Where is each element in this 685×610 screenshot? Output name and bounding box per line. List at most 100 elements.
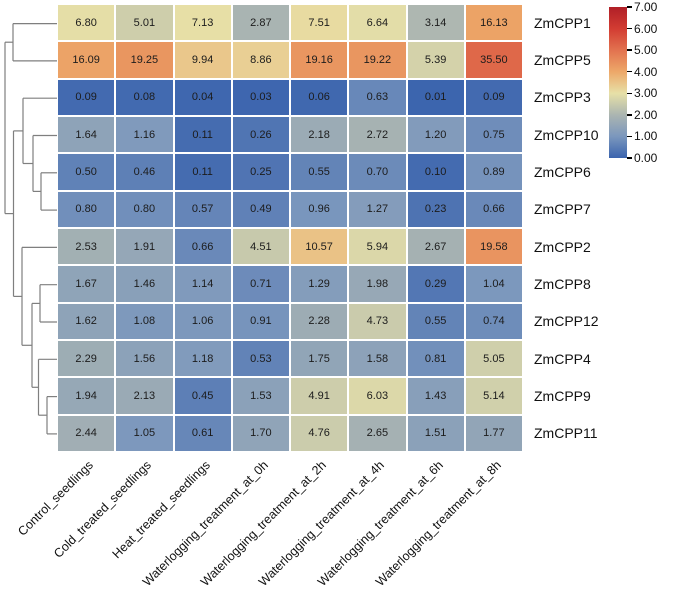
heatmap-cell: 0.45 xyxy=(173,377,232,415)
heatmap-cell: 2.72 xyxy=(348,116,407,154)
heatmap-cell: 0.71 xyxy=(231,265,290,303)
heatmap-cell: 1.29 xyxy=(290,265,349,303)
row-label-zmcpp3: ZmCPP3 xyxy=(534,89,591,106)
heatmap-cell: 7.51 xyxy=(290,4,349,42)
heatmap-cell: 0.53 xyxy=(231,340,290,378)
colorbar-tick-mark xyxy=(627,27,632,30)
heatmap-cell: 19.16 xyxy=(290,41,349,79)
heatmap-cell: 5.39 xyxy=(406,41,465,79)
colorbar-tick-label: 2.00 xyxy=(634,107,658,122)
heatmap-cell: 4.73 xyxy=(348,302,407,340)
row-label-zmcpp11: ZmCPP11 xyxy=(534,425,598,442)
row-label-zmcpp4: ZmCPP4 xyxy=(534,350,591,367)
row-label-zmcpp2: ZmCPP2 xyxy=(534,238,591,255)
colorbar-tick-mark xyxy=(627,49,632,51)
heatmap-cell: 10.57 xyxy=(290,228,349,266)
row-label-zmcpp9: ZmCPP9 xyxy=(534,388,591,404)
heatmap-cell: 1.14 xyxy=(173,265,232,303)
row-label-zmcpp7: ZmCPP7 xyxy=(534,201,591,218)
heatmap-cell: 0.06 xyxy=(290,78,349,116)
row-label-zmcpp12: ZmCPP12 xyxy=(534,313,599,330)
heatmap-cell: 2.29 xyxy=(57,340,116,378)
heatmap-cell: 1.43 xyxy=(406,377,465,415)
colorbar-tick-mark xyxy=(627,6,632,8)
heatmap-cell: 1.46 xyxy=(115,265,174,303)
row-label-zmcpp5: ZmCPP5 xyxy=(534,52,591,68)
heatmap-cell: 6.03 xyxy=(348,377,407,415)
heatmap-cell: 0.61 xyxy=(173,414,232,452)
heatmap-cell: 2.28 xyxy=(290,302,349,340)
row-label-zmcpp8: ZmCPP8 xyxy=(534,276,591,292)
heatmap-cell: 2.18 xyxy=(290,116,349,154)
heatmap-cell: 0.80 xyxy=(115,190,174,228)
row-label-zmcpp6: ZmCPP6 xyxy=(534,164,591,180)
heatmap-cell: 0.89 xyxy=(464,153,523,191)
heatmap-cell: 1.75 xyxy=(290,340,349,378)
heatmap-cell: 0.23 xyxy=(406,190,465,228)
heatmap-cell: 1.64 xyxy=(57,116,116,154)
heatmap-cell: 2.67 xyxy=(406,228,465,266)
heatmap-cell: 0.91 xyxy=(231,302,290,340)
colorbar-tick-label: 6.00 xyxy=(634,21,658,36)
heatmap-cell: 1.67 xyxy=(57,265,116,303)
colorbar-tick-label: 5.00 xyxy=(634,43,658,58)
heatmap-cell: 0.96 xyxy=(290,190,349,228)
heatmap-cell: 4.51 xyxy=(231,228,290,266)
colorbar-tick-mark xyxy=(627,114,632,116)
heatmap-cell: 0.29 xyxy=(406,265,465,303)
colorbar-tick-label: 1.00 xyxy=(634,129,658,144)
colorbar-tick-label: 4.00 xyxy=(634,64,658,79)
heatmap-cell: 16.13 xyxy=(464,4,523,42)
colorbar-tick-mark xyxy=(627,157,632,159)
colorbar-tick-label: 7.00 xyxy=(634,0,658,14)
heatmap-cell: 16.09 xyxy=(57,41,116,79)
heatmap-cell: 2.65 xyxy=(348,414,407,452)
heatmap-cell: 1.18 xyxy=(173,340,232,378)
colorbar-tick-mark xyxy=(627,92,632,95)
heatmap-cell: 7.13 xyxy=(173,4,232,42)
heatmap-cell: 5.94 xyxy=(348,228,407,266)
row-label-zmcpp10: ZmCPP10 xyxy=(534,126,599,143)
heatmap-cell: 1.70 xyxy=(231,414,290,452)
heatmap-cell: 1.77 xyxy=(464,414,523,452)
heatmap-cell: 0.75 xyxy=(464,116,523,154)
heatmap-cell: 4.91 xyxy=(290,377,349,415)
heatmap-cell: 3.14 xyxy=(406,4,465,42)
colorbar-tick-label: 0.00 xyxy=(634,151,658,165)
heatmap-cell: 0.57 xyxy=(173,190,232,228)
heatmap-cell: 0.70 xyxy=(348,153,407,191)
heatmap-cell: 0.09 xyxy=(464,78,523,116)
heatmap-cell: 1.04 xyxy=(464,265,523,303)
heatmap-cell: 0.25 xyxy=(231,153,290,191)
colorbar-tick-label: 3.00 xyxy=(634,86,658,101)
heatmap-cell: 5.05 xyxy=(464,340,523,378)
heatmap-cell: 0.74 xyxy=(464,302,523,340)
heatmap-cell: 6.64 xyxy=(348,4,407,42)
heatmap-cell: 0.49 xyxy=(231,190,290,228)
heatmap-cell: 35.50 xyxy=(464,41,523,79)
heatmap-cell: 5.01 xyxy=(115,4,174,42)
heatmap-cell: 0.08 xyxy=(115,78,174,116)
heatmap-cell: 1.08 xyxy=(115,302,174,340)
heatmap-cell: 0.66 xyxy=(173,228,232,266)
heatmap-cell: 1.16 xyxy=(115,116,174,154)
heatmap-cell: 1.91 xyxy=(115,228,174,266)
heatmap-cell: 2.87 xyxy=(231,4,290,42)
heatmap-cell: 0.46 xyxy=(115,153,174,191)
heatmap-cell: 1.62 xyxy=(57,302,116,340)
heatmap-cell: 0.80 xyxy=(57,190,116,228)
colorbar-tick-mark xyxy=(627,70,632,73)
heatmap-cell: 1.53 xyxy=(231,377,290,415)
row-label-zmcpp1: ZmCPP1 xyxy=(534,14,591,31)
heatmap-cell: 0.55 xyxy=(290,153,349,191)
heatmap-cell: 6.80 xyxy=(57,4,116,42)
heatmap-cell: 1.27 xyxy=(348,190,407,228)
heatmap-cell: 2.44 xyxy=(57,414,116,452)
heatmap-cell: 1.20 xyxy=(406,116,465,154)
heatmap-cell: 0.01 xyxy=(406,78,465,116)
colorbar-gradient xyxy=(609,7,627,158)
heatmap-cell: 1.56 xyxy=(115,340,174,378)
heatmap-cell: 1.58 xyxy=(348,340,407,378)
heatmap-cell: 8.86 xyxy=(231,41,290,79)
